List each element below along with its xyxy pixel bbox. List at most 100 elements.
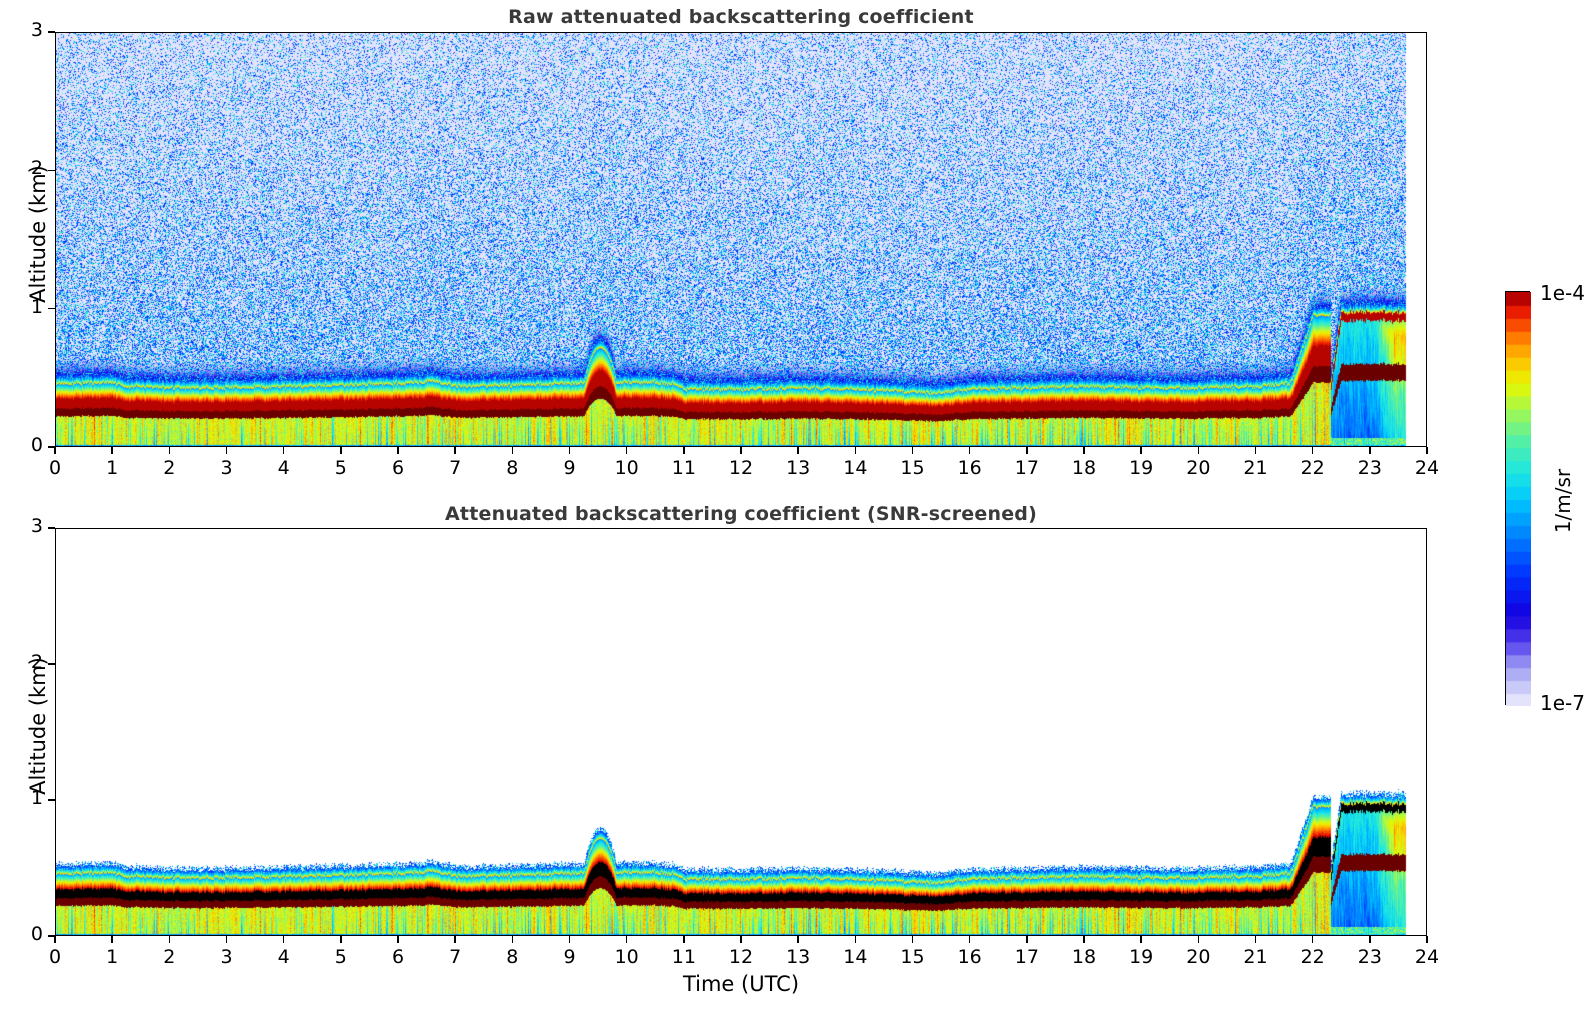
x-tick bbox=[1026, 447, 1028, 454]
x-tick-label: 14 bbox=[843, 457, 868, 479]
x-tick-label: 5 bbox=[334, 457, 347, 479]
x-tick bbox=[568, 447, 571, 454]
x-tick bbox=[740, 447, 742, 454]
x-tick bbox=[1197, 936, 1200, 943]
x-tick bbox=[968, 936, 971, 943]
x-tick-label: 14 bbox=[843, 946, 868, 968]
x-tick bbox=[625, 447, 628, 454]
x-tick bbox=[397, 936, 399, 943]
x-tick-label: 22 bbox=[1300, 946, 1325, 968]
x-tick bbox=[1426, 447, 1428, 454]
x-tick bbox=[1083, 447, 1085, 454]
x-tick bbox=[625, 936, 628, 943]
x-tick bbox=[111, 447, 113, 454]
x-tick-label: 11 bbox=[671, 946, 696, 968]
x-tick-label: 6 bbox=[391, 946, 405, 968]
x-tick-label: 0 bbox=[48, 457, 62, 479]
x-tick-label: 5 bbox=[334, 946, 347, 968]
x-tick-label: 22 bbox=[1300, 457, 1325, 479]
heatmap-raw bbox=[55, 32, 1427, 447]
x-axis-label: Time (UTC) bbox=[682, 972, 800, 996]
y-tick-label: 0 bbox=[30, 923, 43, 945]
x-tick-label: 10 bbox=[614, 946, 639, 968]
y-tick-label: 2 bbox=[30, 651, 43, 673]
x-tick-label: 23 bbox=[1357, 946, 1382, 968]
x-tick-label: 1 bbox=[106, 457, 119, 479]
x-tick-label: 8 bbox=[506, 946, 519, 968]
colorbar-min-label: 1e-7 bbox=[1540, 691, 1585, 715]
x-tick-label: 15 bbox=[900, 946, 925, 968]
x-tick-label: 9 bbox=[563, 946, 576, 968]
y-tick-label: 1 bbox=[30, 787, 43, 809]
x-tick-label: 12 bbox=[728, 457, 754, 479]
x-tick bbox=[282, 936, 285, 943]
x-tick bbox=[1426, 936, 1428, 943]
x-tick bbox=[911, 936, 914, 943]
x-tick-label: 10 bbox=[614, 457, 639, 479]
colorbar bbox=[1505, 291, 1531, 706]
x-tick-label: 13 bbox=[786, 946, 811, 968]
x-tick bbox=[1311, 447, 1314, 454]
x-tick bbox=[511, 936, 514, 943]
x-tick-label: 6 bbox=[391, 457, 405, 479]
x-tick-label: 24 bbox=[1414, 457, 1440, 479]
y-tick-label: 0 bbox=[30, 434, 43, 456]
x-tick-label: 3 bbox=[220, 946, 233, 968]
x-tick bbox=[911, 447, 914, 454]
y-tick bbox=[48, 935, 55, 937]
x-tick-label: 23 bbox=[1357, 457, 1382, 479]
x-tick bbox=[225, 936, 228, 943]
x-tick-label: 3 bbox=[220, 457, 233, 479]
x-tick bbox=[1083, 936, 1085, 943]
x-tick bbox=[54, 447, 56, 454]
heatmap-screened bbox=[55, 528, 1427, 936]
x-tick bbox=[797, 447, 799, 454]
x-tick bbox=[568, 936, 571, 943]
y-tick-label: 1 bbox=[30, 295, 43, 318]
x-tick-label: 21 bbox=[1243, 457, 1268, 479]
x-tick bbox=[854, 447, 857, 454]
x-tick bbox=[1254, 447, 1257, 454]
y-tick-label: 2 bbox=[30, 157, 43, 180]
y-tick bbox=[48, 31, 55, 33]
x-tick-label: 24 bbox=[1414, 946, 1440, 968]
x-tick-label: 2 bbox=[163, 457, 176, 479]
x-tick-label: 21 bbox=[1243, 946, 1268, 968]
x-tick-label: 9 bbox=[563, 457, 576, 479]
x-tick-label: 8 bbox=[506, 457, 519, 479]
x-tick-label: 4 bbox=[277, 457, 290, 479]
x-tick-label: 17 bbox=[1014, 457, 1039, 479]
x-tick bbox=[168, 447, 171, 454]
y-tick-label: 3 bbox=[30, 515, 43, 537]
x-tick bbox=[1197, 447, 1200, 454]
y-tick bbox=[48, 169, 55, 172]
x-tick bbox=[111, 936, 113, 943]
x-tick-label: 12 bbox=[728, 946, 754, 968]
y-tick bbox=[48, 663, 55, 665]
x-tick-label: 19 bbox=[1129, 457, 1154, 479]
x-tick bbox=[1369, 447, 1371, 454]
colorbar-max-label: 1e-4 bbox=[1540, 281, 1585, 305]
x-tick bbox=[54, 936, 56, 943]
x-tick-label: 7 bbox=[449, 946, 462, 968]
y-tick bbox=[48, 307, 55, 310]
x-tick bbox=[683, 447, 685, 454]
x-tick-label: 15 bbox=[900, 457, 925, 479]
y-tick bbox=[48, 799, 55, 801]
x-tick-label: 17 bbox=[1014, 946, 1039, 968]
x-tick bbox=[854, 936, 857, 943]
x-tick bbox=[740, 936, 742, 943]
x-tick bbox=[340, 936, 342, 943]
y-tick-label: 3 bbox=[30, 19, 43, 41]
x-tick bbox=[397, 447, 399, 454]
x-tick bbox=[1140, 447, 1142, 454]
panel-title-screened: Attenuated backscattering coefficient (S… bbox=[445, 503, 1037, 525]
x-tick-label: 16 bbox=[957, 457, 982, 479]
x-tick bbox=[454, 447, 456, 454]
x-tick-label: 13 bbox=[786, 457, 811, 479]
x-tick-label: 4 bbox=[277, 946, 290, 968]
x-tick bbox=[1026, 936, 1028, 943]
x-tick bbox=[282, 447, 285, 454]
y-tick bbox=[48, 446, 55, 448]
